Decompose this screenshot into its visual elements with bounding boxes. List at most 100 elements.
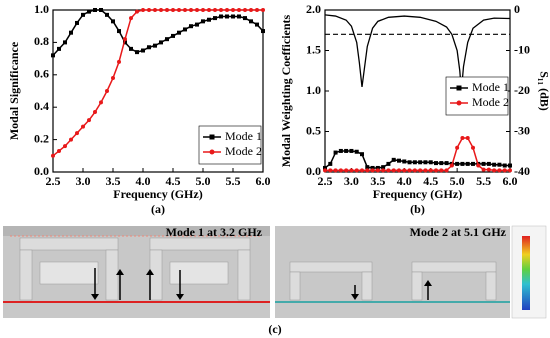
marker bbox=[354, 168, 359, 173]
x-tick-label: 3.0 bbox=[344, 174, 359, 188]
marker bbox=[402, 159, 407, 164]
y2-tick-label: -10 bbox=[514, 42, 530, 56]
marker bbox=[237, 8, 241, 12]
marker bbox=[465, 135, 470, 140]
y-tick-label: 0.5 bbox=[306, 123, 321, 137]
marker bbox=[171, 33, 175, 38]
marker bbox=[105, 89, 109, 93]
marker bbox=[207, 8, 211, 12]
marker bbox=[87, 9, 91, 14]
x-tick-label: 2.5 bbox=[318, 174, 333, 188]
marker bbox=[365, 168, 370, 173]
marker bbox=[423, 168, 428, 173]
x-axis-title: Frequency (GHz) bbox=[113, 187, 202, 201]
marker bbox=[111, 76, 115, 81]
marker bbox=[423, 160, 428, 165]
y-axis-title: Modal Significance bbox=[7, 41, 21, 140]
marker bbox=[213, 16, 217, 21]
marker bbox=[207, 17, 211, 22]
marker bbox=[243, 16, 247, 21]
field-title: Mode 2 at 5.1 GHz bbox=[410, 225, 507, 239]
y-axis-title: Modal Weighting Coefficients bbox=[279, 14, 293, 167]
panel-label: (a) bbox=[151, 202, 165, 216]
marker bbox=[81, 124, 85, 129]
y-tick-label: 0.4 bbox=[34, 99, 49, 113]
x-tick-label: 5.0 bbox=[450, 174, 465, 188]
marker bbox=[147, 45, 151, 50]
marker bbox=[360, 168, 364, 173]
marker bbox=[344, 168, 349, 173]
marker bbox=[365, 165, 370, 170]
marker bbox=[375, 165, 380, 170]
marker bbox=[99, 100, 103, 105]
series-line bbox=[324, 14, 511, 92]
marker bbox=[323, 168, 327, 173]
marker bbox=[135, 50, 139, 55]
marker bbox=[201, 8, 205, 12]
marker bbox=[69, 30, 73, 35]
marker bbox=[333, 168, 338, 173]
legend-label: Mode 1 bbox=[225, 129, 262, 143]
marker bbox=[471, 145, 475, 150]
marker bbox=[123, 40, 127, 45]
marker bbox=[492, 162, 497, 167]
field-title: Mode 1 at 3.2 GHz bbox=[166, 225, 263, 239]
marker bbox=[418, 160, 423, 165]
marker bbox=[249, 8, 253, 12]
marker bbox=[497, 162, 502, 167]
x-axis-title: Frequency (GHz) bbox=[373, 187, 462, 201]
marker bbox=[51, 53, 55, 58]
marker bbox=[508, 163, 512, 168]
marker bbox=[428, 168, 433, 173]
marker bbox=[105, 12, 109, 17]
legend-box bbox=[445, 76, 509, 116]
marker bbox=[460, 135, 465, 140]
x-tick-label: 3.5 bbox=[106, 174, 121, 188]
marker bbox=[465, 161, 470, 166]
marker bbox=[386, 168, 391, 173]
y-tick-label: 0.6 bbox=[34, 67, 49, 81]
marker bbox=[428, 160, 433, 165]
marker bbox=[255, 22, 259, 27]
legend-box bbox=[198, 125, 262, 165]
y2-tick-label: -40 bbox=[514, 164, 530, 178]
marker bbox=[471, 161, 475, 166]
marker bbox=[402, 168, 407, 173]
marker bbox=[344, 148, 349, 153]
marker bbox=[183, 27, 187, 32]
marker bbox=[81, 12, 85, 17]
marker bbox=[117, 59, 121, 64]
marker bbox=[492, 168, 497, 173]
marker bbox=[93, 8, 97, 12]
marker bbox=[444, 168, 449, 173]
x-tick-label: 5.0 bbox=[196, 174, 211, 188]
x-tick-label: 5.5 bbox=[226, 174, 241, 188]
marker bbox=[75, 20, 79, 25]
marker bbox=[219, 14, 223, 19]
marker bbox=[434, 168, 438, 173]
marker bbox=[63, 40, 67, 45]
marker bbox=[249, 19, 253, 24]
marker bbox=[87, 118, 91, 123]
marker bbox=[338, 168, 343, 173]
marker bbox=[165, 37, 169, 42]
y-tick-label: 1.0 bbox=[34, 2, 49, 16]
marker bbox=[225, 14, 229, 19]
marker bbox=[177, 30, 181, 35]
marker bbox=[51, 153, 55, 158]
marker bbox=[141, 48, 145, 53]
legend-label: Mode 1 bbox=[472, 80, 509, 94]
marker bbox=[141, 8, 145, 12]
marker bbox=[349, 168, 354, 173]
legend-marker bbox=[456, 85, 462, 91]
marker bbox=[407, 168, 412, 173]
marker bbox=[129, 46, 133, 51]
x-tick-label: 6.0 bbox=[256, 174, 271, 188]
marker bbox=[391, 157, 396, 162]
marker bbox=[177, 8, 181, 12]
marker bbox=[502, 163, 507, 168]
marker bbox=[333, 150, 338, 155]
y2-tick-label: -30 bbox=[514, 123, 530, 137]
